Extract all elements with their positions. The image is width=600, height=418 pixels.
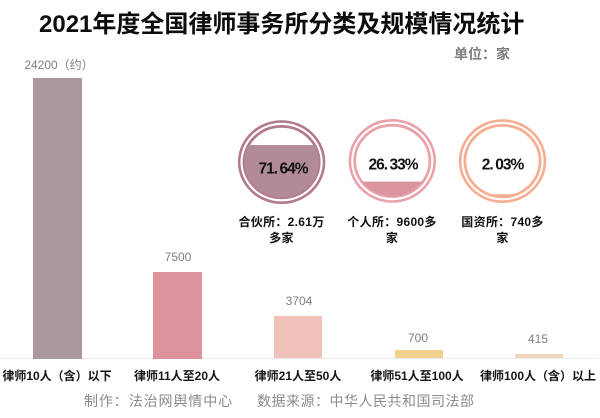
svg-text:26.33%: 26. 33% (368, 157, 418, 174)
svg-text:71.64%: 71. 64% (258, 161, 308, 178)
svg-text:2.03%: 2. 03% (482, 157, 525, 174)
